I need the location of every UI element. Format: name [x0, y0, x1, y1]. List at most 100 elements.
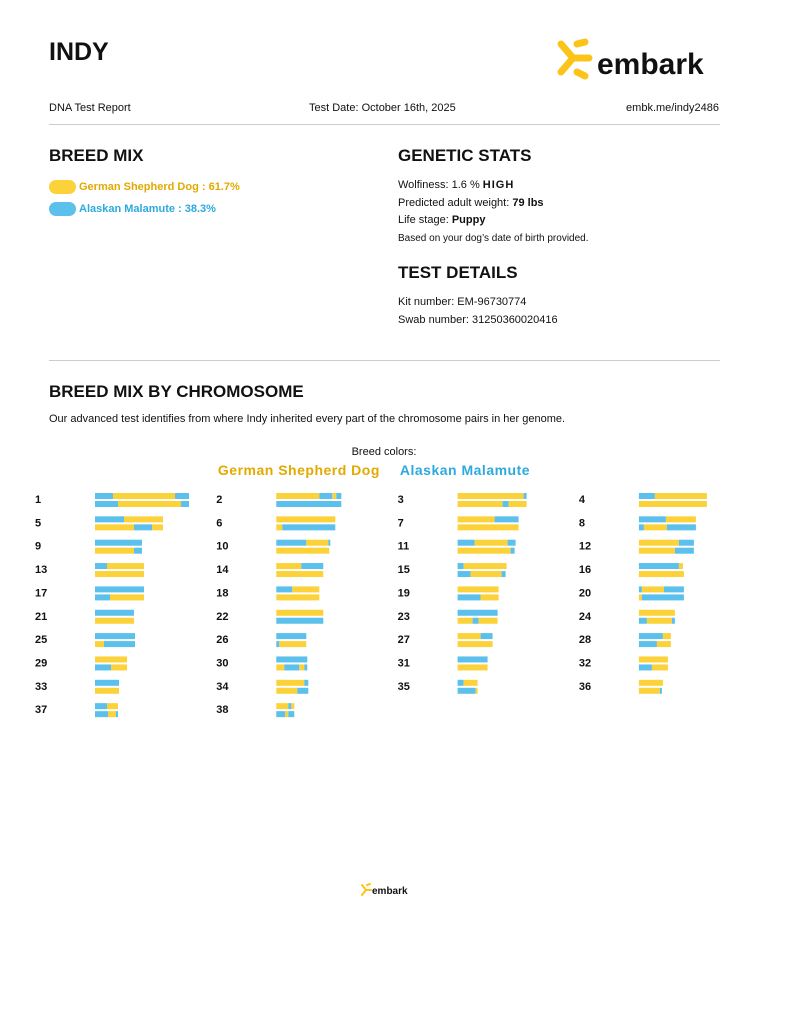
chromosome-segment	[276, 516, 336, 523]
stat-item: Predicted adult weight: 79 lbs	[398, 195, 589, 213]
legend: German Shepherd Dog Alaskan Malamute	[0, 462, 748, 478]
chromosome-segment	[95, 501, 118, 507]
chromosome-segment	[291, 703, 295, 710]
divider	[49, 360, 720, 361]
chromosome-label: 23	[398, 611, 410, 623]
chromosome-segment	[656, 641, 671, 648]
chromosome-segment	[107, 703, 118, 710]
breed-label: German Shepherd Dog : 61.7%	[79, 181, 240, 193]
chromosome-segment	[276, 539, 307, 546]
chromosome-segment	[457, 609, 498, 616]
chromosome-segment	[665, 516, 696, 523]
chromosome-segment	[95, 711, 108, 718]
stats-list: Wolfiness: 1.6 % HIGH Predicted adult wei…	[398, 177, 589, 247]
chromosome-segment	[276, 563, 302, 570]
chromosome-segment	[285, 711, 289, 718]
divider	[49, 124, 720, 125]
chromosome-label: 21	[35, 611, 47, 623]
footer-logo: embark	[361, 883, 408, 897]
chromosome-label: 12	[579, 541, 591, 553]
report-label: DNA Test Report	[49, 102, 131, 114]
footer-logo-text: embark	[372, 886, 408, 897]
chromosome-segment	[276, 524, 283, 531]
chromosome-segment	[124, 516, 163, 523]
chromosome-segment	[638, 493, 655, 499]
chromosome-segment	[638, 617, 647, 624]
chromosome-segment	[276, 617, 324, 624]
logo-text: embark	[597, 48, 704, 81]
chromosome-segment	[110, 594, 144, 601]
dog-name: INDY	[49, 38, 109, 66]
stat-label: Life stage:	[398, 214, 449, 226]
chromosome-segment	[457, 539, 475, 546]
chromosome-segment	[299, 664, 305, 671]
chromosome-label: 4	[579, 494, 586, 506]
chromosome-segment	[641, 594, 684, 601]
chromosome-label: 2	[216, 494, 222, 506]
chromosome-segment	[95, 617, 134, 624]
chromosome-segment	[276, 703, 289, 710]
chromosome-segment	[494, 516, 519, 523]
chromosome-segment	[276, 594, 320, 601]
chromosome-segment	[463, 563, 507, 570]
chromosome-segment	[457, 501, 503, 507]
details-list: Kit number: EM-96730774 Swab number: 3125…	[398, 293, 558, 329]
chromosome-segment	[276, 679, 305, 686]
chromosome-label: 20	[579, 587, 591, 599]
chromosome-label: 6	[216, 517, 222, 529]
chromosome-label: 9	[35, 541, 41, 553]
chromosome-label: 26	[216, 634, 228, 646]
chromosome-segment	[638, 664, 652, 671]
chromosome-label: 3	[398, 494, 404, 506]
detail-item: Kit number: EM-96730774	[398, 296, 527, 308]
chromosome-segment	[95, 516, 124, 523]
stat-label: Predicted adult weight:	[398, 196, 510, 209]
chromosome-segment	[478, 617, 498, 624]
chromosome-segment	[95, 664, 111, 671]
chromosome-segment	[113, 493, 175, 499]
chromosome-segment	[678, 539, 694, 546]
chromosome-label: 18	[216, 587, 228, 599]
chromosome-segment	[276, 571, 324, 578]
chromosome-segment	[175, 493, 189, 499]
chromosome-label: 34	[216, 681, 229, 693]
chromosome-label: 33	[35, 681, 47, 693]
chromosome-segment	[276, 493, 320, 499]
chromosome-segment	[292, 586, 320, 593]
chromosome-segment	[95, 609, 134, 616]
chromosome-segment	[95, 703, 107, 710]
chromosome-label: 30	[216, 657, 228, 669]
chromosome-segment	[638, 633, 663, 640]
chromosome-segment	[457, 679, 464, 686]
chromosome-label: 16	[579, 564, 591, 576]
chromosome-segment	[638, 656, 668, 663]
chromosome-segment	[480, 633, 493, 640]
chromosome-segment	[662, 633, 671, 640]
chromosome-segment	[457, 586, 499, 593]
chromosome-segment	[470, 571, 502, 578]
chromosome-label: 38	[216, 704, 228, 716]
chromosome-segment	[95, 571, 144, 578]
section-title: BREED MIX	[49, 146, 144, 165]
chromosome-segment	[276, 687, 298, 694]
chromosome-segment	[279, 641, 307, 648]
chromosome-segment	[457, 617, 473, 624]
chromosome-segment	[659, 687, 662, 694]
chromosome-segment	[95, 641, 104, 648]
breed-item: German Shepherd Dog : 61.7%	[49, 176, 240, 198]
chromosome-segment	[638, 687, 660, 694]
chromosome-segment	[301, 563, 324, 570]
legend-item: German Shepherd Dog	[217, 462, 380, 478]
chromosome-segment	[95, 539, 142, 546]
chromosome-segment	[111, 664, 127, 671]
breed-pill	[49, 180, 76, 194]
chromosome-label: 32	[579, 657, 591, 669]
chromosome-segment	[336, 493, 342, 499]
chromosome-segment	[638, 586, 642, 593]
chromosome-segment	[457, 664, 488, 671]
chromosome-segment	[95, 524, 134, 531]
stat-value: Puppy	[451, 214, 486, 226]
stat-item: Life stage: Puppy	[398, 212, 589, 230]
